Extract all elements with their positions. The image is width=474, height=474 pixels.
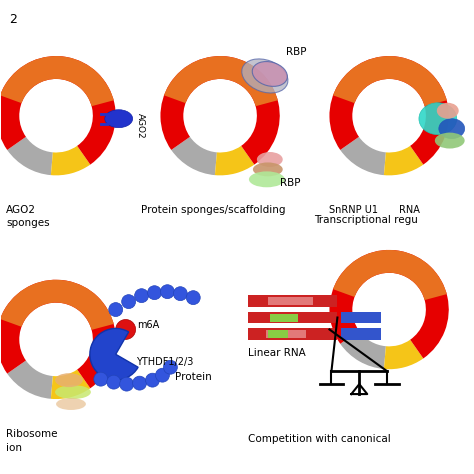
Wedge shape (329, 56, 449, 164)
Circle shape (122, 295, 136, 309)
Ellipse shape (249, 172, 285, 187)
Ellipse shape (435, 133, 465, 148)
Text: Ribosome: Ribosome (6, 429, 58, 439)
Wedge shape (329, 250, 449, 358)
Wedge shape (0, 280, 116, 388)
Wedge shape (384, 340, 423, 369)
Text: YTHDF1/2/3: YTHDF1/2/3 (136, 357, 193, 367)
Circle shape (164, 360, 177, 374)
Circle shape (186, 291, 200, 305)
Text: m6A: m6A (137, 320, 160, 330)
Circle shape (133, 376, 146, 390)
Wedge shape (90, 328, 138, 380)
Text: RBP: RBP (280, 178, 300, 188)
Bar (268, 330, 288, 338)
Text: 2: 2 (9, 13, 17, 27)
Wedge shape (51, 370, 90, 399)
Circle shape (147, 286, 162, 300)
Wedge shape (384, 146, 423, 175)
Circle shape (109, 302, 123, 317)
Text: Protein: Protein (175, 372, 212, 382)
Circle shape (146, 373, 159, 387)
Circle shape (94, 372, 108, 386)
Wedge shape (215, 146, 255, 175)
Circle shape (107, 375, 121, 389)
Text: Linear RNA: Linear RNA (248, 348, 306, 358)
Ellipse shape (55, 373, 83, 387)
Wedge shape (7, 137, 53, 175)
Circle shape (120, 377, 134, 391)
Wedge shape (333, 250, 447, 300)
Wedge shape (0, 56, 116, 164)
Text: Transcriptional regu: Transcriptional regu (315, 215, 419, 225)
Bar (341, 311, 381, 323)
Wedge shape (340, 137, 386, 175)
Wedge shape (7, 361, 53, 399)
Bar (270, 313, 298, 321)
Text: RNA: RNA (399, 205, 420, 215)
Text: ion: ion (6, 443, 22, 453)
Ellipse shape (439, 118, 465, 138)
Ellipse shape (55, 385, 91, 399)
Wedge shape (0, 56, 114, 106)
Bar (341, 328, 381, 340)
Ellipse shape (253, 163, 283, 176)
Ellipse shape (105, 110, 133, 128)
Ellipse shape (56, 398, 86, 410)
Wedge shape (171, 137, 217, 175)
Text: Competition with canonical: Competition with canonical (248, 434, 391, 444)
Bar (268, 297, 312, 305)
Ellipse shape (257, 152, 283, 167)
Text: AGO2: AGO2 (136, 113, 145, 138)
Text: SnRNP U1: SnRNP U1 (329, 205, 378, 215)
Ellipse shape (419, 103, 457, 135)
Ellipse shape (252, 62, 287, 86)
Ellipse shape (437, 103, 459, 118)
Circle shape (155, 368, 169, 382)
Circle shape (161, 285, 174, 299)
Wedge shape (51, 146, 90, 175)
Bar (248, 295, 337, 307)
Wedge shape (0, 280, 114, 330)
Bar (248, 328, 337, 340)
Circle shape (116, 319, 136, 339)
Text: AGO2: AGO2 (6, 205, 36, 215)
Bar (248, 311, 337, 323)
Circle shape (173, 287, 187, 301)
Text: RBP: RBP (286, 47, 306, 57)
Ellipse shape (242, 59, 288, 93)
Circle shape (135, 289, 148, 302)
Bar (266, 330, 306, 338)
Text: Protein sponges/scaffolding: Protein sponges/scaffolding (141, 205, 285, 215)
Text: sponges: sponges (6, 218, 50, 228)
Wedge shape (161, 56, 280, 164)
Wedge shape (333, 56, 447, 106)
Wedge shape (164, 56, 278, 106)
Wedge shape (340, 331, 386, 369)
